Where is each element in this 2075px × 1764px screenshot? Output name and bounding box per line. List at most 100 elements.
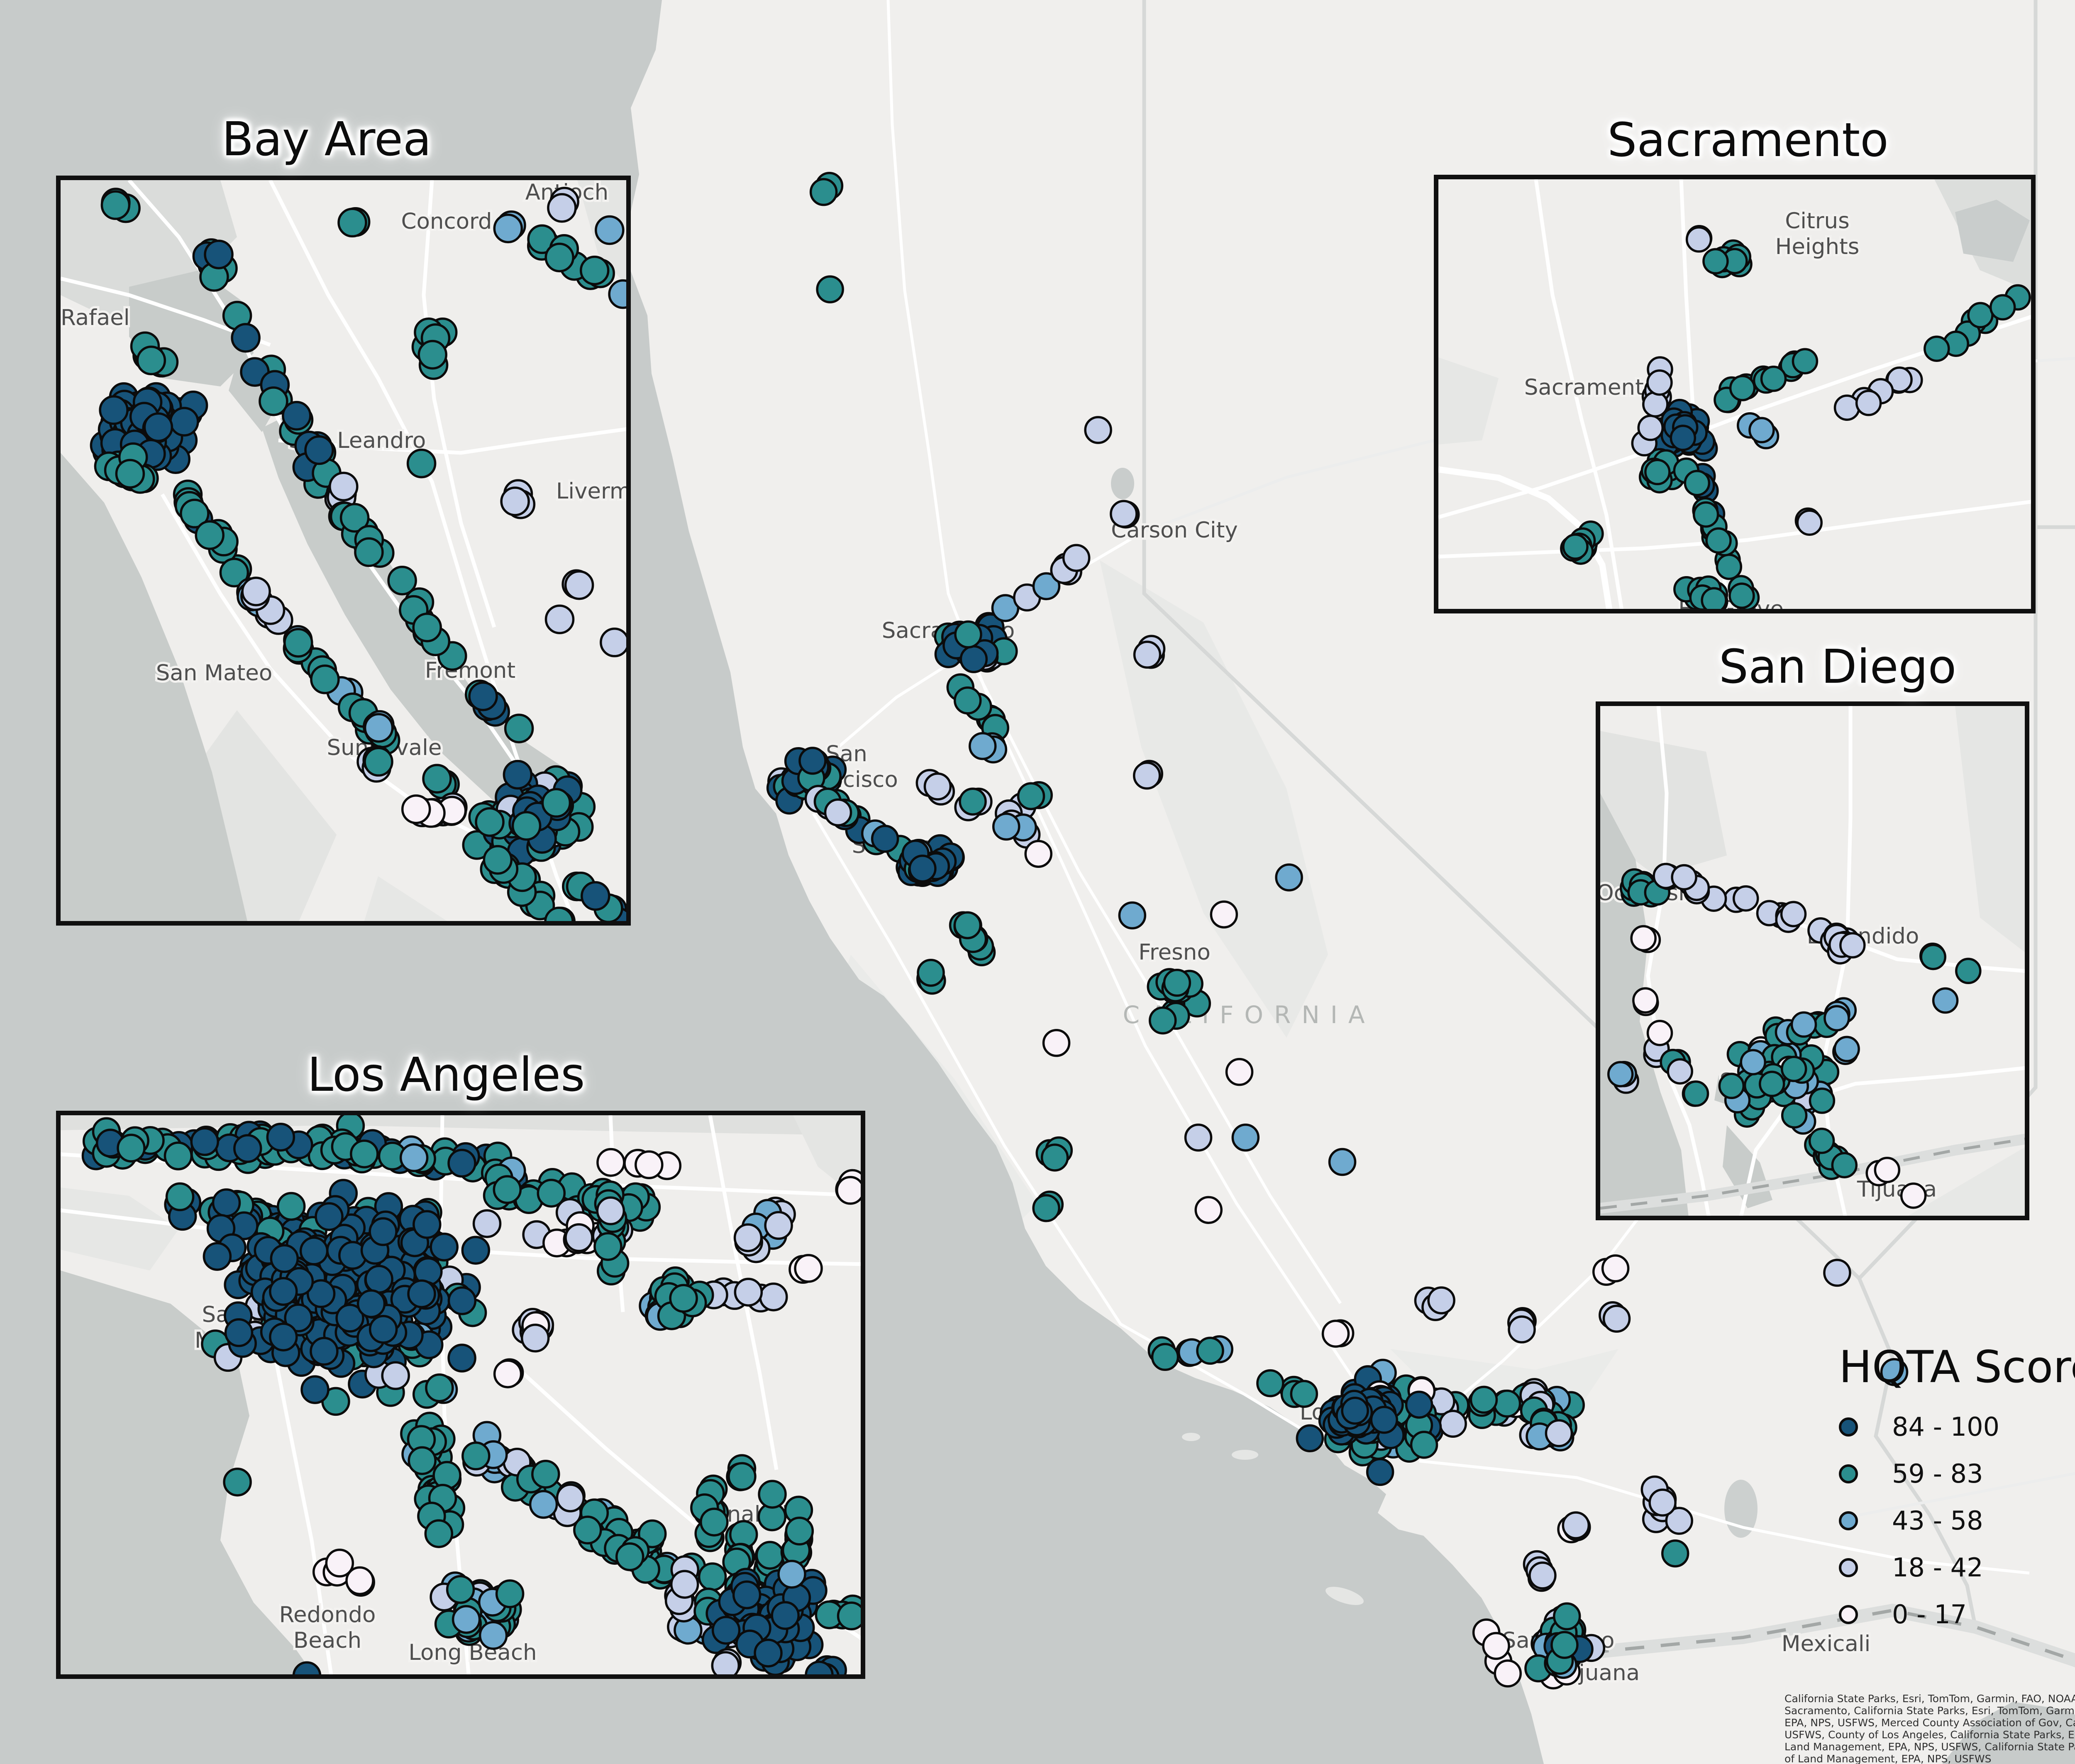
hqta-dot [1781,1102,1808,1129]
hqta-dot [809,178,838,206]
inset-title-sacramento: Sacramento [1607,113,1889,167]
hqta-dot [785,1517,814,1546]
hqta-dot [1718,1073,1745,1099]
hqta-dot [511,811,542,841]
inset-title-san-diego: San Diego [1719,640,1957,694]
hqta-dot [461,1441,491,1471]
hqta-dot [1017,782,1045,810]
hqta-dot [1118,901,1147,930]
hqta-dot [670,1570,699,1599]
hqta-dot [824,798,852,827]
hqta-dot [959,787,987,816]
hqta-dot [771,1601,800,1630]
hqta-dot [406,448,437,479]
hqta-dot [219,557,249,588]
hqta-dot [1833,394,1860,421]
hqta-dot [475,807,505,837]
hqta-dot [1932,987,1959,1014]
legend-row: 43 - 58 [1839,1497,2075,1544]
hqta-dot [1210,900,1238,928]
hqta-dot [581,881,610,911]
hqta-dot [1632,987,1659,1014]
hqta-dot [300,1375,330,1404]
hqta-dot [1133,640,1162,669]
hqta-dot [195,520,225,550]
hqta-dot [1601,1254,1630,1283]
legend-swatch-59-83 [1839,1464,1858,1483]
attribution-line: Sacramento, California State Parks, Esri… [1784,1705,2075,1717]
hqta-dot [1151,1343,1179,1371]
hqta-dot [483,845,513,875]
hqta-dot [1328,1148,1357,1176]
legend-row: 18 - 42 [1839,1544,2075,1591]
hqta-dot [1855,390,1882,416]
hqta-dot [1194,1196,1223,1224]
hqta-dot [700,1507,729,1537]
legend-swatch-0-17 [1839,1605,1858,1624]
hqta-dot [325,1549,354,1578]
hqta-dot [1296,1424,1324,1453]
hqta-dot [284,1303,313,1333]
hqta-dot [329,472,359,501]
city-label: Sacramento [1524,375,1658,400]
hqta-dot [1528,1561,1557,1590]
legend-label: 18 - 42 [1892,1552,1983,1583]
city-label: Livermore [556,479,631,504]
hqta-dot [917,958,945,987]
hqta-dot [1290,1380,1318,1408]
hqta-dot [711,1615,741,1645]
hqta-dot [1494,1659,1522,1688]
hqta-dot [1042,1029,1071,1057]
hqta-dot [1955,958,1982,985]
hqta-dot [472,1209,502,1238]
hqta-dot [1886,366,1913,393]
hqta-dot [447,1344,476,1373]
hqta-dot [544,604,575,634]
hqta-dot [541,788,571,818]
hqta-dot [669,1284,698,1313]
hqta-dot [407,1279,436,1308]
attribution-line: of Land Management, EPA, NPS, USFWS [1784,1753,1992,1764]
hqta-dot [422,764,452,794]
hqta-dot [99,395,129,425]
hqta-dot [339,503,370,533]
hqta-dot [1184,1124,1213,1152]
hqta-dot [1790,1011,1817,1038]
hqta-dot [968,732,997,760]
hqta-dot [1405,1390,1433,1419]
city-label: Citrus [1785,208,1850,234]
hqta-dot [637,1519,667,1549]
hqta-dot [495,1579,525,1608]
city-label: San Mateo [156,660,273,686]
hqta-dot [190,1127,219,1156]
hqta-dot [381,1361,410,1390]
sd-terrain [1600,706,2025,1216]
hqta-dot [223,1467,252,1497]
hqta-dot [478,1621,508,1650]
attribution-line: EPA, NPS, USFWS, Merced County Associati… [1784,1717,2075,1729]
hqta-dot [544,906,574,921]
hqta-dot [600,628,626,657]
attribution: California State Parks, Esri, TomTom, Ga… [1784,1693,2075,1764]
hqta-dot [1732,885,1759,912]
hqta-dot [1410,1431,1438,1459]
hqta-dot [579,255,610,286]
legend-row: 0 - 17 [1839,1591,2075,1638]
hqta-dot [733,1223,763,1252]
hqta-dot [758,1480,787,1509]
hqta-dot [447,1148,476,1178]
hqta-dot [564,1223,593,1252]
hqta-dot [1924,335,1950,362]
hqta-dot [282,401,312,431]
hqta-dot [1874,1156,1901,1183]
hqta-dot [727,1462,757,1491]
hqta-dot [1833,1036,1860,1063]
hqta-dot [1705,527,1732,554]
hqta-dot [1470,1385,1498,1414]
hqta-dot [1729,375,1756,401]
hqta-dot [1637,415,1664,441]
hqta-dot [1670,425,1697,451]
hqta-dot [315,1202,344,1231]
hqta-dot [1602,1305,1631,1333]
hqta-dot [350,1139,379,1168]
